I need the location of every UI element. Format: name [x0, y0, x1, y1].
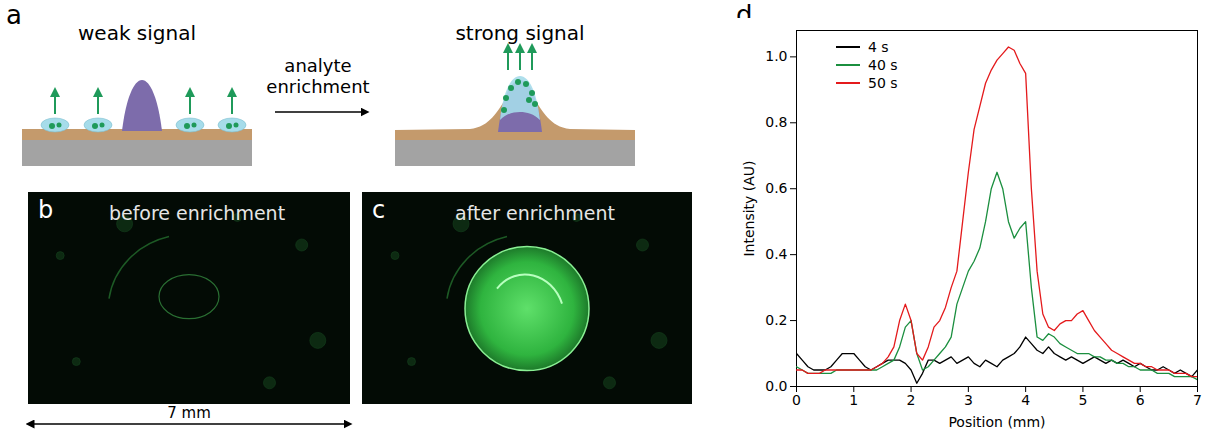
- svg-text:2: 2: [907, 392, 916, 408]
- svg-text:6: 6: [1136, 392, 1145, 408]
- svg-text:4: 4: [1021, 392, 1030, 408]
- html-text:4 s: 4 s: [868, 39, 889, 55]
- svg-text:3: 3: [964, 392, 973, 408]
- svg-text:before enrichment: before enrichment: [109, 202, 285, 224]
- svg-text:analyteenrichment: analyteenrichment: [266, 55, 369, 97]
- html-text:d: d: [736, 0, 753, 30]
- svg-text:1: 1: [849, 392, 858, 408]
- svg-text:7 mm: 7 mm: [167, 404, 211, 422]
- svg-text:strong signal: strong signal: [455, 21, 584, 45]
- svg-text:7: 7: [1193, 392, 1202, 408]
- svg-text:1.0: 1.0: [765, 48, 787, 64]
- svg-text:5: 5: [1078, 392, 1087, 408]
- svg-text:b: b: [38, 196, 53, 224]
- svg-text:weak signal: weak signal: [78, 21, 196, 45]
- svg-text:c: c: [372, 196, 385, 224]
- html-text:40 s: 40 s: [868, 57, 898, 73]
- svg-text:0.0: 0.0: [765, 378, 787, 394]
- svg-text:0: 0: [792, 392, 801, 408]
- svg-text:0.4: 0.4: [765, 246, 787, 262]
- html-text:50 s: 50 s: [868, 75, 898, 91]
- svg-text:0.2: 0.2: [765, 312, 787, 328]
- svg-text:Position (mm): Position (mm): [948, 414, 1045, 430]
- svg-text:a: a: [6, 0, 22, 30]
- svg-text:0.8: 0.8: [765, 114, 787, 130]
- svg-text:0.6: 0.6: [765, 180, 787, 196]
- svg-text:Intensity (AU): Intensity (AU): [741, 160, 757, 256]
- svg-text:after enrichment: after enrichment: [455, 202, 615, 224]
